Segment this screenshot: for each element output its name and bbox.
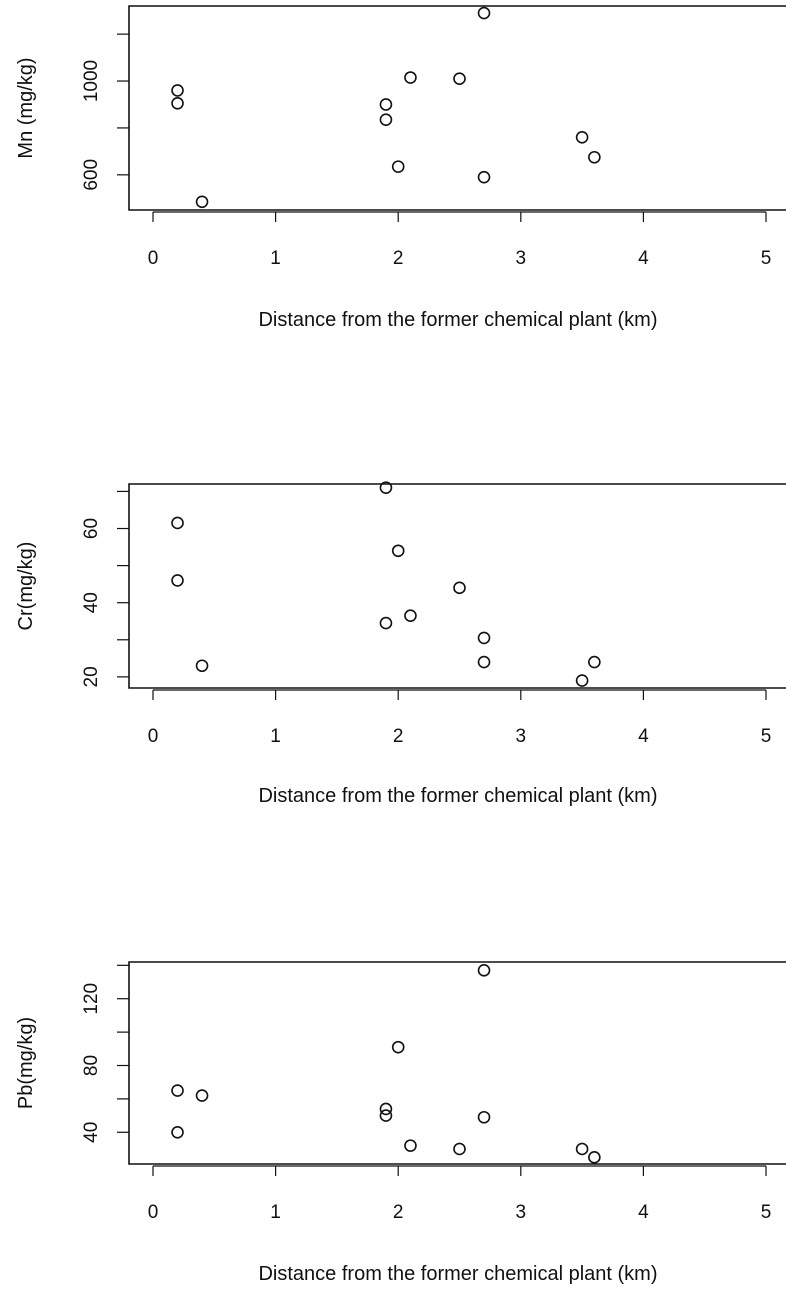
- chart-panel-2: 0 1 2 3 4 5 Distance from the former chemical …: [15, 481, 786, 807]
- data-point: [379, 1102, 393, 1116]
- data-point: [453, 581, 466, 595]
- x-tick-label: 1: [270, 248, 281, 269]
- x-tick-label: 4: [638, 726, 649, 747]
- x-tick-label: 3: [516, 726, 527, 747]
- y-tick-label: 40: [81, 1122, 102, 1143]
- y-tick-label: 40: [81, 592, 102, 613]
- data-point: [171, 1125, 184, 1139]
- plot-frame: [128, 961, 786, 1165]
- data-point: [379, 481, 393, 495]
- data-point: [391, 1040, 405, 1054]
- data-point: [171, 516, 184, 530]
- data-point: [195, 659, 209, 673]
- data-point: [588, 655, 601, 669]
- data-point: [404, 609, 417, 622]
- y-tick-label: 60: [81, 518, 102, 539]
- x-tick-label: 4: [638, 1202, 649, 1223]
- x-axis-label: Distance from the former chemical plant …: [258, 785, 657, 807]
- x-tick-label: 3: [516, 1202, 527, 1223]
- y-axis-label: Mn (mg/kg): [15, 57, 37, 158]
- y-tick-label: 120: [81, 983, 102, 1015]
- data-point: [171, 84, 184, 97]
- x-tick-label: 1: [270, 1202, 281, 1223]
- y-tick-label: 600: [81, 159, 102, 191]
- data-point: [379, 113, 393, 127]
- data-point: [477, 1110, 491, 1124]
- data-point: [575, 1142, 589, 1156]
- plot-frame: [128, 483, 786, 689]
- x-axis-label: Distance from the former chemical plant …: [258, 309, 657, 331]
- y-axis-label: Cr(mg/kg): [15, 542, 37, 631]
- x-tick-label: 5: [761, 726, 772, 747]
- x-tick-label: 1: [270, 726, 281, 747]
- chart-panel-1: 0 1 2 3 4 5 Distance from the former chemical …: [15, 5, 786, 331]
- data-point: [379, 616, 393, 630]
- data-point: [477, 655, 491, 669]
- data-point: [588, 1151, 601, 1164]
- data-point: [379, 1109, 393, 1122]
- x-tick-label: 5: [761, 1202, 772, 1223]
- x-tick-label: 2: [393, 726, 404, 747]
- y-tick-label: 20: [81, 666, 102, 687]
- x-tick-label: 2: [393, 1202, 404, 1223]
- y-tick-label: 80: [81, 1055, 102, 1076]
- x-axis-label: Distance from the former chemical plant …: [258, 1263, 657, 1285]
- data-point: [477, 631, 491, 645]
- chart-panel-3: 0 1 2 3 4 5 Distance from the former chemical …: [15, 961, 786, 1285]
- data-point: [391, 160, 405, 173]
- data-point: [575, 674, 589, 687]
- data-point: [379, 98, 393, 111]
- data-point: [477, 964, 491, 977]
- data-point: [171, 574, 184, 587]
- data-point: [588, 150, 601, 164]
- x-tick-label: 5: [761, 248, 772, 269]
- data-point: [171, 97, 184, 110]
- x-tick-label: 4: [638, 248, 649, 269]
- data-point: [453, 72, 466, 85]
- data-point: [477, 6, 491, 20]
- y-tick-label: 1000: [81, 60, 102, 102]
- x-tick-label: 0: [148, 1202, 159, 1223]
- x-tick-label: 0: [148, 726, 159, 747]
- data-point: [453, 1142, 466, 1156]
- data-point: [575, 131, 589, 144]
- x-tick-label: 2: [393, 248, 404, 269]
- data-point: [171, 1084, 184, 1097]
- plot-frame: [128, 5, 786, 211]
- y-axis-label: Pb(mg/kg): [15, 1017, 37, 1109]
- x-tick-label: 3: [516, 248, 527, 269]
- data-point: [195, 1089, 209, 1102]
- data-point: [391, 544, 405, 558]
- data-point: [195, 195, 209, 209]
- data-point: [404, 71, 417, 84]
- data-point: [477, 170, 491, 184]
- data-point: [404, 1139, 417, 1152]
- x-tick-label: 0: [148, 248, 159, 269]
